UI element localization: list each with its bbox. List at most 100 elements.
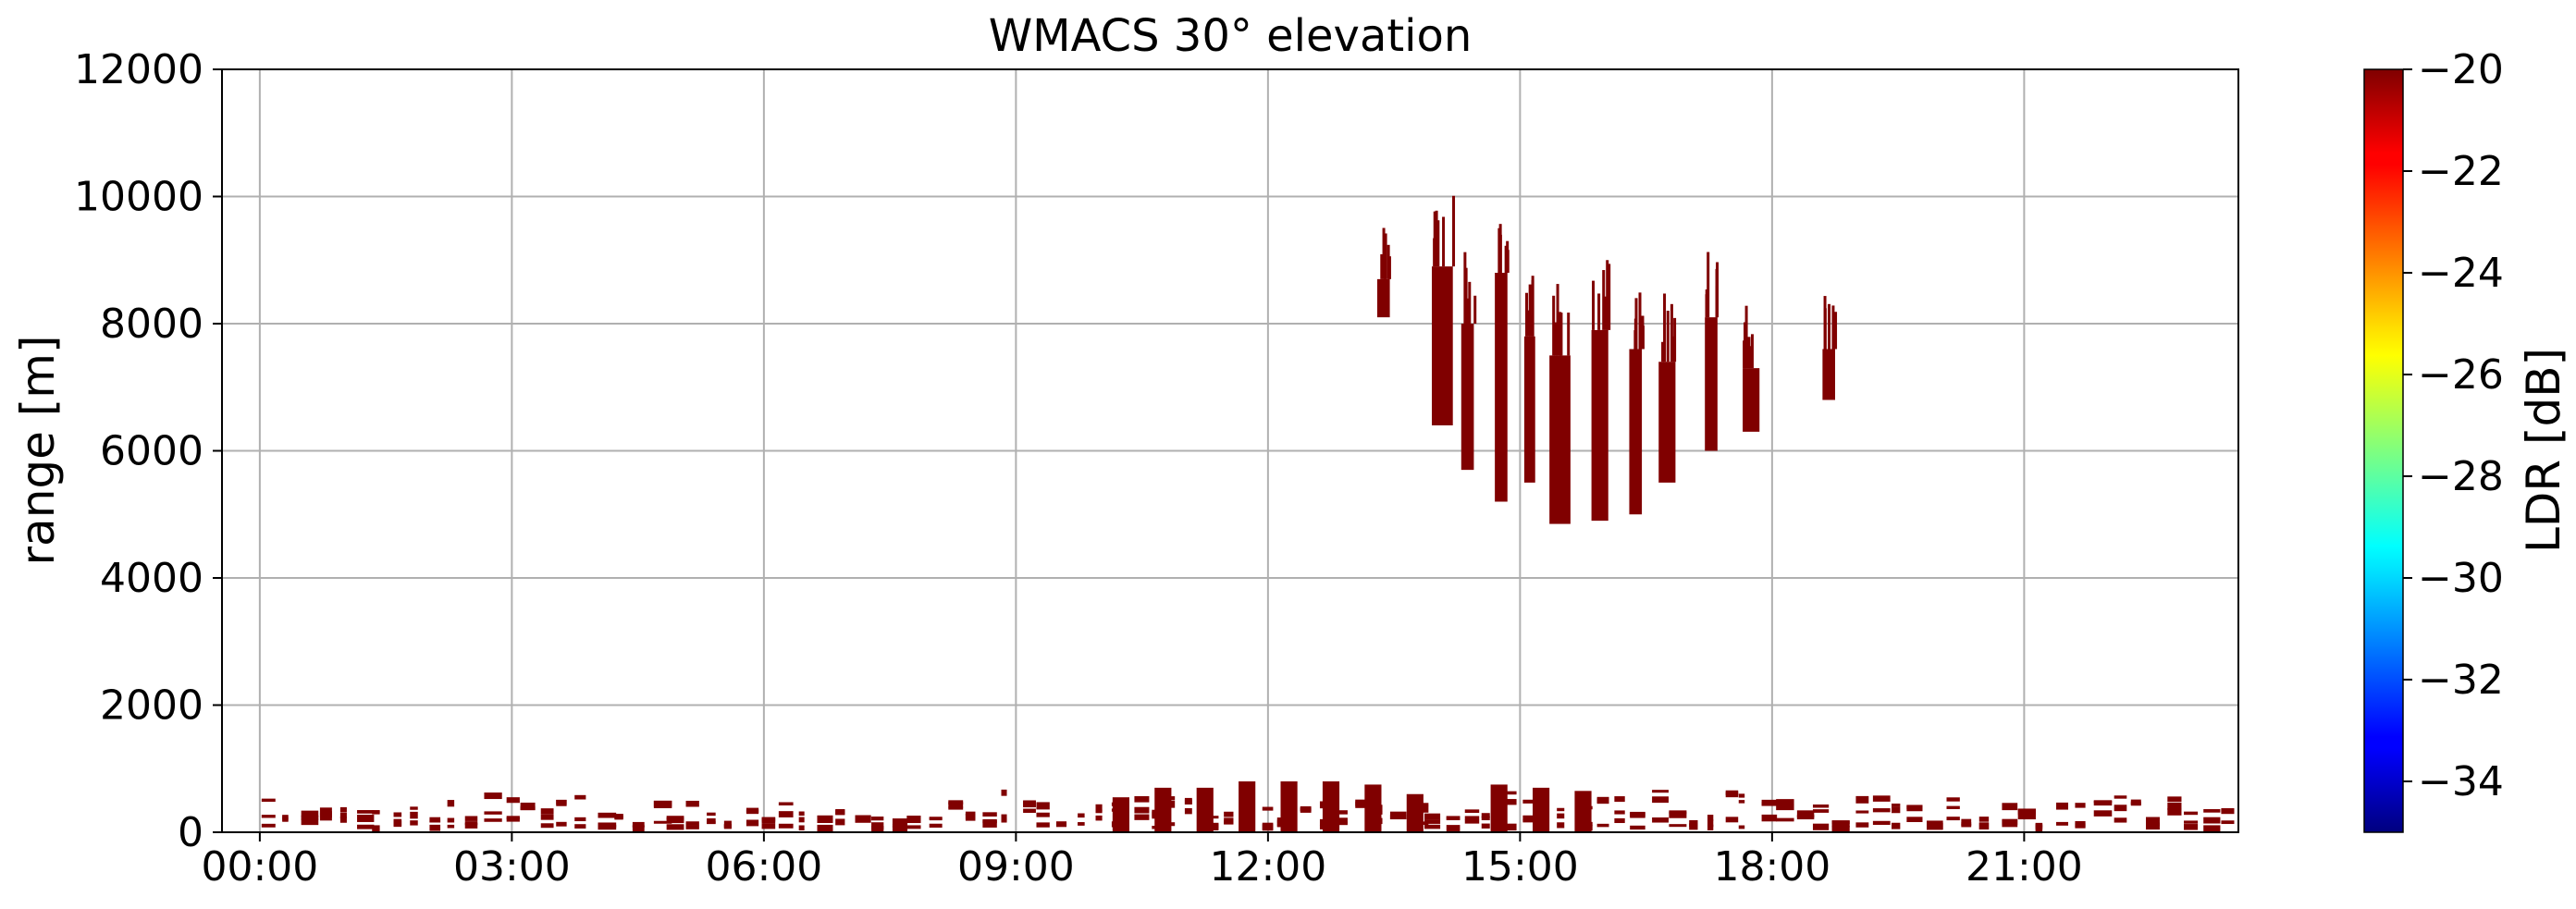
echo-speck <box>2002 803 2018 811</box>
cloud-fragment <box>1604 296 1608 330</box>
echo-speck <box>1812 823 1830 830</box>
echo-speck <box>464 816 478 821</box>
echo-speck <box>1812 804 1830 808</box>
echo-speck <box>1111 808 1125 812</box>
echo-speck <box>393 818 402 827</box>
echo-speck <box>1707 824 1714 830</box>
chart-title: WMACS 30° elevation <box>989 10 1473 62</box>
echo-speck <box>1961 822 1972 826</box>
echo-speck <box>761 823 776 829</box>
cloud-fragment <box>1380 253 1384 279</box>
echo-speck <box>1892 803 1901 807</box>
echo-speck <box>357 815 375 822</box>
echo-speck <box>965 813 976 821</box>
echo-speck <box>1481 813 1490 818</box>
echo-speck <box>540 815 554 820</box>
echo-speck <box>1165 822 1176 827</box>
cloud-fragment <box>1498 227 1501 273</box>
echo-speck <box>1411 821 1429 826</box>
echo-speck <box>2035 822 2043 829</box>
echo-speck <box>1630 825 1645 830</box>
colorbar-label: LDR [dB] <box>2517 348 2570 553</box>
echo-speck <box>447 824 455 829</box>
echo-speck <box>1776 817 1794 822</box>
echo-speck <box>685 800 699 807</box>
echo-speck <box>906 825 921 829</box>
echo-speck <box>2130 799 2141 806</box>
echo-speck <box>598 822 617 828</box>
x-tick-label: 00:00 <box>201 843 318 891</box>
y-tick-label: 0 <box>178 809 203 856</box>
echo-speck <box>1036 812 1050 817</box>
colorbar-tick-label: −26 <box>2418 351 2504 399</box>
echo-speck <box>261 798 276 803</box>
echo-speck <box>1165 796 1176 801</box>
x-tick-label: 21:00 <box>1966 843 2083 891</box>
echo-speck <box>1355 805 1372 808</box>
echo-speck <box>1389 811 1407 816</box>
echo-speck <box>817 824 833 832</box>
x-tick-label: 12:00 <box>1209 843 1326 891</box>
echo-speck <box>1152 825 1169 829</box>
echo-speck <box>1892 822 1901 829</box>
echo-speck <box>948 806 964 810</box>
echo-speck <box>2167 796 2182 803</box>
echo-speck <box>1614 810 1625 815</box>
colorbar-tick-label: −30 <box>2418 555 2504 602</box>
colorbar-tick-label: −32 <box>2418 657 2504 704</box>
echo-speck <box>1906 805 1923 812</box>
echo-speck <box>2203 817 2221 824</box>
cloud-column <box>1376 278 1390 318</box>
cloud-fragment <box>1552 295 1556 356</box>
echo-speck <box>1262 824 1274 831</box>
cloud-fragment <box>1606 260 1609 330</box>
y-tick-label: 8000 <box>100 301 203 348</box>
echo-speck <box>1522 815 1538 821</box>
echo-speck <box>1812 809 1830 813</box>
echo-speck <box>707 820 716 825</box>
echo-speck <box>1095 815 1103 821</box>
echo-speck <box>2221 809 2235 815</box>
colorbar-ticks: −20 −22 −24 −26 −28 −30 −32 −34 <box>2403 46 2504 805</box>
echo-speck <box>1596 823 1609 828</box>
y-tick-label: 12000 <box>74 46 203 93</box>
echo-speck <box>2075 823 2086 829</box>
echo-speck <box>1355 801 1372 806</box>
cloud-column <box>1461 324 1474 471</box>
echo-speck <box>1446 816 1461 820</box>
echo-speck <box>778 823 794 829</box>
echo-speck <box>2184 820 2199 824</box>
cloud-fragment <box>1442 216 1446 267</box>
cloud-fragment <box>1641 326 1645 350</box>
y-tick-label: 2000 <box>100 682 203 730</box>
echo-speck <box>855 815 871 818</box>
cloud-column <box>1549 355 1571 524</box>
echo-speck <box>1652 817 1669 823</box>
cloud-fragment <box>1831 305 1835 350</box>
echo-speck <box>1978 822 1990 829</box>
echo-speck <box>357 810 375 814</box>
echo-speck <box>632 826 645 832</box>
echo-speck <box>1337 817 1348 824</box>
echo-speck <box>1078 822 1085 826</box>
echo-speck <box>1319 801 1334 809</box>
echo-speck <box>2017 808 2036 816</box>
cloud-fragment <box>1473 295 1477 324</box>
echo-speck <box>1946 797 1960 802</box>
cloud-column <box>1658 362 1676 483</box>
echo-speck <box>1596 796 1609 805</box>
echo-speck <box>2146 817 2160 823</box>
x-tick-label: 18:00 <box>1713 843 1830 891</box>
echo-speck <box>855 817 871 823</box>
cloud-fragment <box>1524 292 1528 337</box>
echo-speck <box>746 807 759 813</box>
echo-speck <box>1761 814 1778 822</box>
cloud-fragment <box>1638 292 1642 350</box>
echo-speck <box>1300 806 1312 812</box>
cloud-column <box>1495 273 1508 502</box>
echo-speck <box>429 817 441 823</box>
cloud-fragment <box>1661 341 1665 362</box>
echo-speck <box>892 825 908 832</box>
echo-speck <box>1337 810 1348 815</box>
